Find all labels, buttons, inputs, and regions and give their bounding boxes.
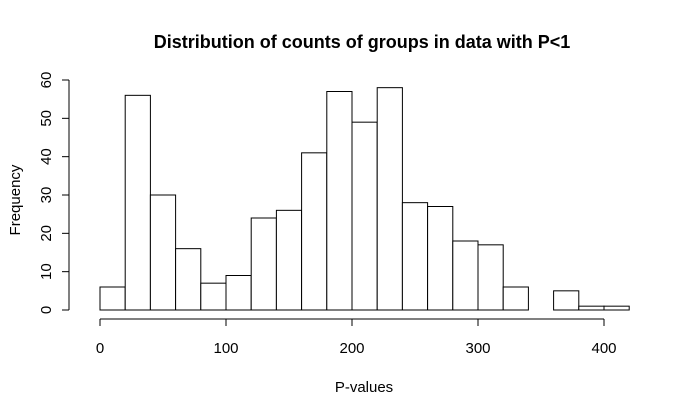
x-tick-label: 400 [591,340,616,357]
x-tick-label: 200 [339,340,364,357]
histogram-bar [175,248,202,311]
histogram-bar [603,305,630,311]
histogram-bar [275,209,303,311]
y-tick-label: 30 [38,187,55,204]
y-tick-label: 50 [38,110,55,127]
histogram-bar [250,217,277,311]
histogram-bar [401,202,429,311]
bars-group [99,87,630,311]
histogram-bar [149,194,177,311]
x-tick-label: 300 [465,340,490,357]
histogram-bar [452,240,479,311]
y-tick-label: 20 [38,225,55,242]
histogram-bar [326,91,353,311]
histogram-bar [427,206,454,311]
histogram-bar [553,290,580,311]
x-tick-label: 100 [213,340,238,357]
chart-title: Distribution of counts of groups in data… [154,32,571,52]
x-axis: 0 100 200 300 400 [96,318,617,357]
histogram-bar [301,152,328,311]
histogram-bar [477,244,504,311]
histogram-bar [124,94,151,311]
histogram-bar [502,286,529,311]
histogram-bar [376,87,403,311]
x-axis-label: P-values [335,379,393,396]
x-tick-label: 0 [96,340,104,357]
y-tick-label: 10 [38,263,55,280]
y-axis: 0 10 20 30 40 50 60 [38,72,70,314]
histogram-bar [351,121,378,311]
y-tick-label: 0 [38,306,55,314]
y-tick-label: 40 [38,148,55,165]
y-tick-label: 60 [38,72,55,89]
histogram-bar [99,286,126,311]
y-axis-label: Frequency [7,164,24,235]
histogram-bar [578,305,605,311]
histogram-bar [225,275,252,311]
histogram-bar [200,282,227,311]
